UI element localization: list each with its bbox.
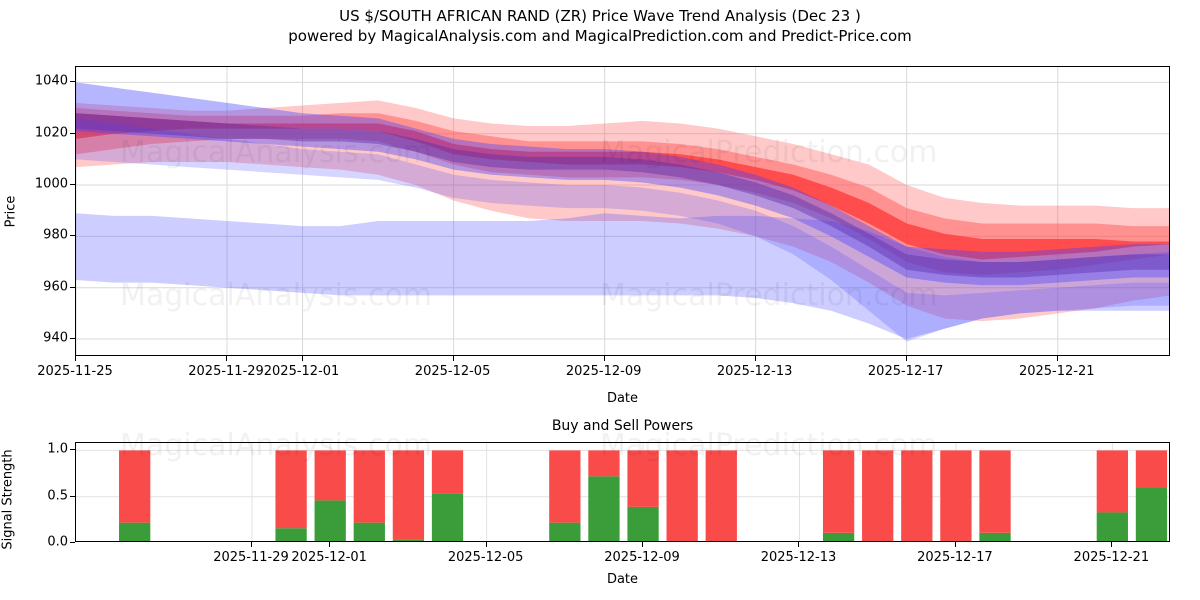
price-chart-plot-area <box>75 66 1170 356</box>
buy-power-bar <box>119 522 151 541</box>
buy-power-bar <box>1096 512 1128 541</box>
buy-power-bar <box>549 522 581 541</box>
buy-power-bar <box>314 500 346 541</box>
sell-power-bar <box>1135 450 1168 488</box>
buy-power-bar <box>392 539 425 541</box>
sell-power-bar <box>666 450 698 541</box>
signal-x-tick-label: 2025-11-29 <box>213 550 289 565</box>
sell-power-bar <box>1096 450 1128 513</box>
sell-power-bar <box>940 450 972 541</box>
signal-x-tick-mark <box>1111 542 1113 547</box>
buy-power-bar <box>353 522 385 541</box>
band-blue-outer-band <box>76 213 1169 340</box>
price-y-tick-mark <box>70 132 75 134</box>
price-y-tick-label: 980 <box>43 227 68 243</box>
sell-power-bar <box>431 450 464 494</box>
sell-power-bar <box>862 450 894 541</box>
band-blue-upper-wave <box>76 82 1169 286</box>
signal-chart-title: Buy and Sell Powers <box>551 418 694 434</box>
signal-y-tick-label: 0.0 <box>47 534 68 550</box>
price-x-axis-label: Date <box>606 391 639 406</box>
signal-x-tick-label: 2025-12-01 <box>291 550 367 565</box>
signal-y-tick-mark <box>70 449 75 451</box>
band-purple-core-wave <box>76 113 1169 278</box>
price-x-tick-label: 2025-12-09 <box>565 364 642 379</box>
price-y-tick-mark <box>70 184 75 186</box>
band-red-outer-band <box>76 100 1169 322</box>
buy-power-bar <box>979 532 1011 541</box>
chart-subtitle: powered by MagicalAnalysis.com and Magic… <box>288 27 912 45</box>
band-blue-lower-fan <box>76 118 1169 342</box>
price-x-tick-mark <box>754 356 756 361</box>
price-x-tick-label: 2025-12-17 <box>867 364 944 379</box>
signal-x-tick-label: 2025-12-13 <box>760 550 837 565</box>
signal-y-axis-label: Signal Strength <box>0 449 16 550</box>
signal-y-tick-label: 1.0 <box>47 441 68 457</box>
price-x-tick-label: 2025-11-29 <box>188 364 264 379</box>
sell-power-bar <box>979 450 1011 533</box>
buy-power-bar <box>431 493 464 541</box>
price-x-tick-label: 2025-11-25 <box>37 364 113 379</box>
price-x-tick-label: 2025-12-05 <box>414 364 491 379</box>
price-x-tick-mark <box>1056 356 1058 361</box>
signal-x-tick-mark <box>954 542 956 547</box>
price-y-tick-label: 1020 <box>34 125 68 141</box>
sell-power-bar <box>119 450 151 523</box>
price-x-tick-label: 2025-12-21 <box>1018 364 1095 379</box>
price-y-tick-label: 1000 <box>34 176 68 192</box>
signal-x-tick-mark <box>250 542 252 547</box>
price-x-tick-mark <box>301 356 303 361</box>
price-x-tick-label: 2025-12-13 <box>716 364 793 379</box>
signal-x-tick-label: 2025-12-09 <box>604 550 680 565</box>
price-y-tick-label: 940 <box>43 330 68 346</box>
sell-power-bar <box>353 450 385 523</box>
price-y-axis-label: Price <box>3 195 19 228</box>
sell-power-bar <box>901 450 933 541</box>
price-y-tick-mark <box>70 286 75 288</box>
signal-y-tick-mark <box>70 542 75 543</box>
price-x-tick-mark <box>452 356 454 361</box>
signal-x-axis-label: Date <box>606 572 639 587</box>
page-title: US $/SOUTH AFRICAN RAND (ZR) Price Wave … <box>0 6 1200 46</box>
signal-x-tick-label: 2025-12-17 <box>917 550 993 565</box>
signal-x-tick-mark <box>485 542 487 547</box>
signal-x-tick-label: 2025-12-21 <box>1073 550 1150 565</box>
signal-x-tick-label: 2025-12-05 <box>447 550 524 565</box>
price-y-tick-mark <box>70 235 75 237</box>
buy-power-bar <box>627 506 659 541</box>
price-x-tick-mark <box>603 356 605 361</box>
buy-power-bar <box>275 528 307 541</box>
sell-power-bar <box>822 450 855 533</box>
signal-x-tick-mark <box>798 542 800 547</box>
sell-power-bar <box>549 450 581 523</box>
price-x-tick-mark <box>226 356 228 361</box>
signal-chart-plot-area <box>75 442 1170 542</box>
signal-x-tick-mark <box>329 542 331 547</box>
signal-y-tick-label: 0.5 <box>47 488 68 504</box>
chart-title: US $/SOUTH AFRICAN RAND (ZR) Price Wave … <box>339 7 861 25</box>
buy-power-bar <box>822 532 855 541</box>
price-y-tick-label: 960 <box>43 279 68 295</box>
price-y-tick-label: 1040 <box>34 73 68 89</box>
price-x-tick-label: 2025-12-01 <box>263 364 340 379</box>
sell-power-bar <box>627 450 659 507</box>
price-wave-bands <box>76 67 1169 355</box>
sell-power-bar <box>588 450 620 477</box>
signal-x-tick-mark <box>642 542 644 547</box>
sell-power-bar <box>314 450 346 501</box>
sell-power-bar <box>275 450 307 529</box>
buy-power-bar <box>588 476 620 541</box>
signal-y-tick-mark <box>70 495 75 497</box>
price-y-tick-mark <box>70 338 75 340</box>
price-y-tick-mark <box>70 81 75 83</box>
band-red-core-band <box>76 113 1169 260</box>
price-x-tick-mark <box>905 356 907 361</box>
buy-power-bar <box>1135 487 1168 541</box>
buy-sell-bars <box>76 443 1169 541</box>
sell-power-bar <box>392 450 425 540</box>
sell-power-bar <box>705 450 737 541</box>
price-x-tick-mark <box>75 356 76 361</box>
